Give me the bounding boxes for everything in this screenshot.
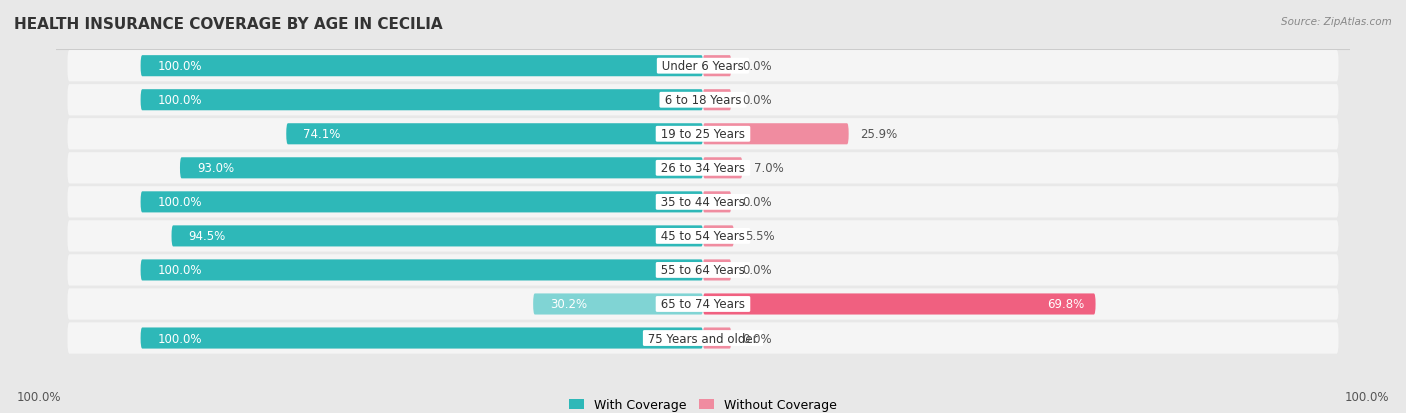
Text: 94.5%: 94.5% — [188, 230, 225, 243]
Text: 19 to 25 Years: 19 to 25 Years — [657, 128, 749, 141]
Text: 100.0%: 100.0% — [17, 390, 62, 403]
FancyBboxPatch shape — [141, 328, 703, 349]
Text: 93.0%: 93.0% — [197, 162, 233, 175]
FancyBboxPatch shape — [703, 294, 1095, 315]
Text: 26 to 34 Years: 26 to 34 Years — [657, 162, 749, 175]
Text: 100.0%: 100.0% — [157, 94, 202, 107]
Text: 7.0%: 7.0% — [754, 162, 783, 175]
FancyBboxPatch shape — [141, 192, 703, 213]
Text: 69.8%: 69.8% — [1047, 298, 1084, 311]
FancyBboxPatch shape — [141, 90, 703, 111]
FancyBboxPatch shape — [180, 158, 703, 179]
FancyBboxPatch shape — [533, 294, 703, 315]
Text: 100.0%: 100.0% — [157, 332, 202, 345]
Text: 0.0%: 0.0% — [742, 264, 772, 277]
Text: Under 6 Years: Under 6 Years — [658, 60, 748, 73]
Text: 65 to 74 Years: 65 to 74 Years — [657, 298, 749, 311]
Text: 55 to 64 Years: 55 to 64 Years — [657, 264, 749, 277]
FancyBboxPatch shape — [141, 260, 703, 281]
Text: 35 to 44 Years: 35 to 44 Years — [657, 196, 749, 209]
Text: Source: ZipAtlas.com: Source: ZipAtlas.com — [1281, 17, 1392, 26]
Text: 0.0%: 0.0% — [742, 94, 772, 107]
Text: 5.5%: 5.5% — [745, 230, 775, 243]
Text: 25.9%: 25.9% — [860, 128, 897, 141]
FancyBboxPatch shape — [67, 153, 1339, 184]
FancyBboxPatch shape — [67, 51, 1339, 82]
FancyBboxPatch shape — [67, 221, 1339, 252]
FancyBboxPatch shape — [703, 226, 734, 247]
Text: 74.1%: 74.1% — [304, 128, 340, 141]
Text: 100.0%: 100.0% — [157, 60, 202, 73]
FancyBboxPatch shape — [172, 226, 703, 247]
Text: 0.0%: 0.0% — [742, 332, 772, 345]
FancyBboxPatch shape — [67, 187, 1339, 218]
Legend: With Coverage, Without Coverage: With Coverage, Without Coverage — [564, 393, 842, 413]
Text: 0.0%: 0.0% — [742, 60, 772, 73]
FancyBboxPatch shape — [67, 119, 1339, 150]
FancyBboxPatch shape — [67, 289, 1339, 320]
FancyBboxPatch shape — [703, 158, 742, 179]
FancyBboxPatch shape — [703, 124, 849, 145]
FancyBboxPatch shape — [141, 56, 703, 77]
Text: 45 to 54 Years: 45 to 54 Years — [657, 230, 749, 243]
Text: 100.0%: 100.0% — [157, 264, 202, 277]
FancyBboxPatch shape — [703, 192, 731, 213]
Text: 6 to 18 Years: 6 to 18 Years — [661, 94, 745, 107]
FancyBboxPatch shape — [703, 328, 731, 349]
FancyBboxPatch shape — [67, 255, 1339, 286]
Text: 0.0%: 0.0% — [742, 196, 772, 209]
FancyBboxPatch shape — [703, 90, 731, 111]
Text: 75 Years and older: 75 Years and older — [644, 332, 762, 345]
FancyBboxPatch shape — [703, 260, 731, 281]
Text: HEALTH INSURANCE COVERAGE BY AGE IN CECILIA: HEALTH INSURANCE COVERAGE BY AGE IN CECI… — [14, 17, 443, 31]
Text: 100.0%: 100.0% — [1344, 390, 1389, 403]
FancyBboxPatch shape — [287, 124, 703, 145]
FancyBboxPatch shape — [67, 323, 1339, 354]
Text: 100.0%: 100.0% — [157, 196, 202, 209]
Text: 30.2%: 30.2% — [550, 298, 588, 311]
FancyBboxPatch shape — [703, 56, 731, 77]
FancyBboxPatch shape — [67, 85, 1339, 116]
